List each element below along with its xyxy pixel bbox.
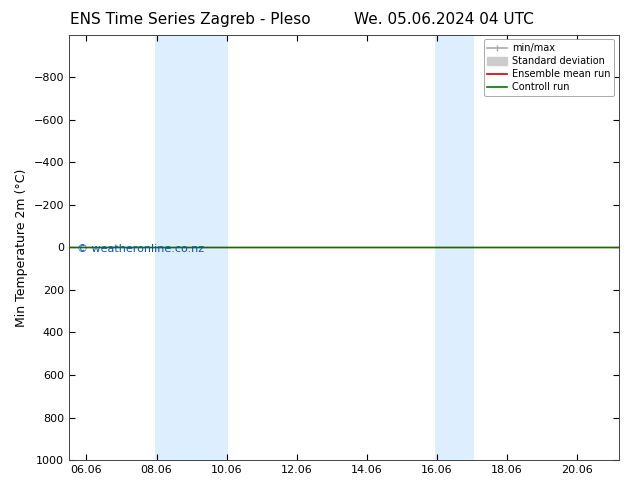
Text: ENS Time Series Zagreb - Pleso: ENS Time Series Zagreb - Pleso bbox=[70, 12, 311, 27]
Text: We. 05.06.2024 04 UTC: We. 05.06.2024 04 UTC bbox=[354, 12, 534, 27]
Bar bbox=[435, 35, 474, 460]
Legend: min/max, Standard deviation, Ensemble mean run, Controll run: min/max, Standard deviation, Ensemble me… bbox=[484, 40, 614, 96]
Bar bbox=[155, 35, 228, 460]
Text: © weatheronline.co.nz: © weatheronline.co.nz bbox=[77, 244, 204, 254]
Y-axis label: Min Temperature 2m (°C): Min Temperature 2m (°C) bbox=[15, 168, 28, 326]
